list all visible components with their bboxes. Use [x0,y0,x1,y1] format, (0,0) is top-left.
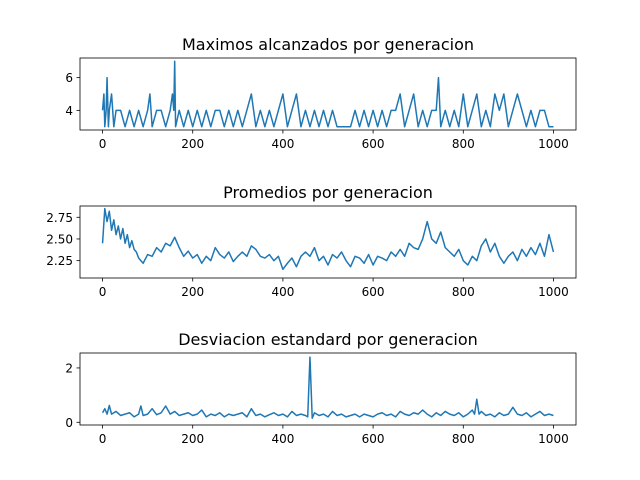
subplot-maximos: Maximos alcanzados por generacion 0 200 40… [65,35,577,151]
x-tick-label: 400 [271,432,294,446]
x-tick-label: 800 [452,137,475,151]
y-tick-label: 2 [65,361,73,375]
x-tick-label: 0 [99,285,107,299]
plot-area: 0 200 400 600 800 1000 4 6 [65,60,569,151]
axes-frame [79,205,577,279]
chart-title: Desviacion estandard por generacion [178,330,478,349]
plot-area: 0 200 400 600 800 1000 0 2 [65,356,569,446]
y-tick-label: 6 [65,71,73,85]
chart-title: Promedios por generacion [223,183,433,202]
axes-frame [79,352,577,426]
axes-frame [79,57,577,131]
x-tick-label: 200 [181,285,204,299]
x-tick-label: 400 [271,285,294,299]
x-tick-label: 400 [271,137,294,151]
x-tick-label: 800 [452,285,475,299]
x-tick-label: 1000 [538,137,569,151]
x-tick-label: 600 [362,137,385,151]
series-line-0 [101,207,555,271]
x-tick-label: 0 [99,432,107,446]
series-line-0 [101,60,554,128]
subplot-promedios: Promedios por generacion 0 200 400 600 800 10… [46,183,577,299]
x-tick-label: 200 [181,137,204,151]
chart-title: Maximos alcanzados por generacion [182,35,474,54]
y-tick-label: 2.75 [46,211,73,225]
x-tick-label: 1000 [538,432,569,446]
x-tick-label: 1000 [538,285,569,299]
plot-area: 0 200 400 600 800 1000 2.25 2.50 2.75 [46,207,569,299]
x-tick-label: 0 [99,137,107,151]
series-line-0 [101,356,554,419]
x-tick-label: 800 [452,432,475,446]
x-tick-label: 600 [362,432,385,446]
y-tick-label: 4 [65,104,73,118]
y-tick-label: 2.50 [46,232,73,246]
x-tick-label: 600 [362,285,385,299]
subplot-desviacion: Desviacion estandard por generacion 0 200… [65,330,577,446]
x-tick-label: 200 [181,432,204,446]
y-tick-label: 0 [65,416,73,430]
y-tick-label: 2.25 [46,254,73,268]
